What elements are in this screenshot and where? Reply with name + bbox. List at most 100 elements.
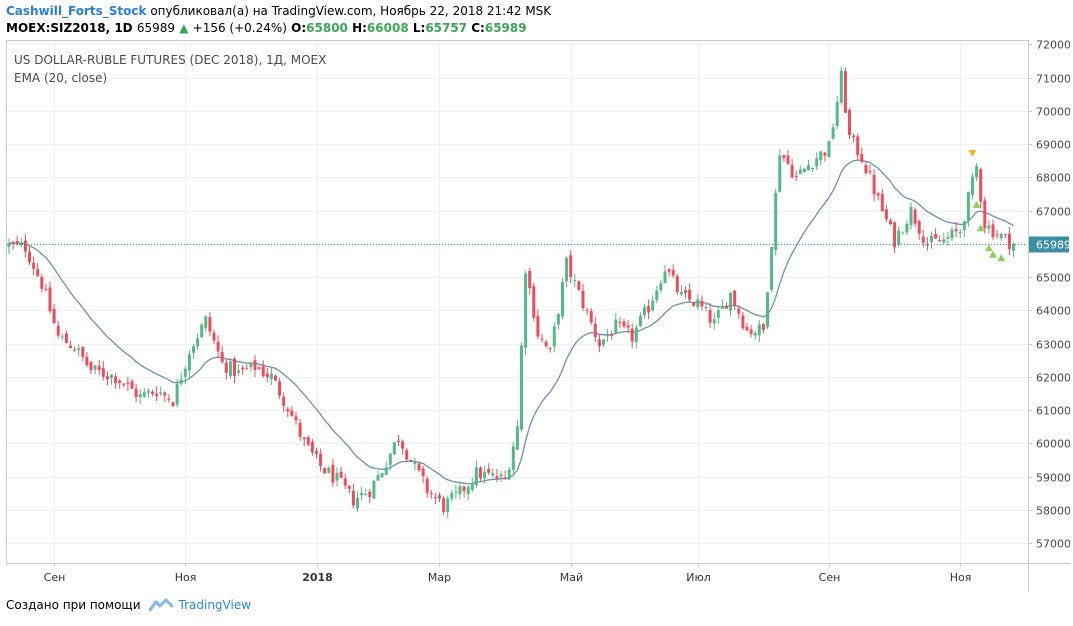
candle	[105, 371, 109, 386]
candle-body	[999, 233, 1003, 239]
candle	[470, 477, 474, 493]
candle-body	[23, 240, 27, 252]
candle-body	[48, 287, 52, 312]
candle	[146, 388, 150, 398]
candle-body	[659, 283, 663, 291]
candle-body	[249, 362, 253, 368]
candle-body	[1012, 244, 1015, 251]
candle	[815, 152, 819, 171]
candle-body	[183, 368, 187, 377]
candle-body	[384, 467, 388, 475]
candle	[647, 299, 651, 320]
candle	[1003, 233, 1007, 239]
candle	[380, 472, 384, 479]
created-with-label: Создано при помощи	[6, 598, 141, 612]
candle	[876, 191, 880, 201]
candle-body	[495, 476, 499, 479]
candle-body	[351, 491, 355, 506]
candle-body	[897, 230, 901, 245]
candle	[823, 151, 827, 162]
candle	[950, 226, 954, 241]
candle	[552, 321, 556, 353]
candle	[89, 360, 93, 375]
candle	[73, 346, 77, 352]
candle	[200, 322, 204, 339]
candle-body	[749, 329, 753, 334]
candle-body	[917, 221, 921, 234]
candle	[483, 466, 487, 484]
candle	[175, 378, 179, 408]
buy-signal-icon	[997, 254, 1006, 262]
candle	[700, 295, 704, 311]
candle-body	[81, 346, 85, 357]
tradingview-link[interactable]: TradingView	[178, 598, 252, 612]
candle-body	[573, 280, 577, 282]
candle-body	[737, 308, 741, 314]
candle	[126, 376, 130, 391]
candle	[515, 420, 519, 450]
candle-body	[405, 450, 409, 460]
candle-body	[343, 478, 347, 486]
candle	[544, 339, 548, 349]
candle-body	[823, 152, 827, 156]
candle-body	[85, 356, 89, 366]
candle	[331, 458, 335, 487]
y-tick-label: 58000	[1036, 505, 1070, 518]
author-link[interactable]: Cashwill_Forts_Stock	[6, 4, 147, 18]
candle-body	[155, 393, 159, 396]
candle-body	[962, 221, 966, 231]
candle-body	[585, 310, 589, 312]
candle-body	[159, 392, 163, 394]
candle	[741, 311, 745, 331]
price-chart[interactable]: 57000 58000 59000 60000 61000 62000 63000 64000…	[6, 40, 1070, 592]
candle-body	[954, 229, 958, 232]
candle-body	[233, 358, 236, 376]
candle	[868, 164, 872, 175]
candle-body	[93, 365, 97, 370]
candle-body	[323, 467, 327, 474]
candle	[528, 267, 532, 295]
candle-body	[950, 229, 954, 239]
candle	[934, 228, 938, 239]
candle	[507, 466, 511, 481]
candle-body	[700, 300, 704, 307]
candle-body	[302, 437, 306, 440]
candle	[856, 133, 860, 160]
candle-body	[356, 498, 359, 509]
candle	[159, 386, 163, 396]
candle	[69, 340, 72, 349]
candle-body	[942, 239, 946, 243]
candle-body	[770, 247, 774, 290]
ema-path	[9, 159, 1014, 485]
candle	[655, 286, 659, 304]
ema-line	[9, 159, 1014, 485]
candle-body	[565, 257, 569, 282]
candle	[19, 238, 23, 247]
candle-body	[274, 375, 277, 381]
candle-body	[618, 322, 622, 324]
candle-body	[60, 336, 64, 338]
candle	[81, 346, 85, 361]
candle	[905, 220, 909, 235]
candle-body	[360, 492, 364, 495]
candle	[356, 491, 359, 512]
candle	[782, 154, 786, 163]
candle-body	[524, 273, 528, 348]
candle-body	[458, 486, 462, 495]
y-tick-label: 70000	[1036, 106, 1070, 119]
candle	[32, 256, 36, 276]
candle	[278, 377, 282, 400]
candle-body	[630, 328, 634, 342]
candle-body	[774, 192, 778, 251]
candle	[548, 346, 552, 353]
publish-info: опубликовал(а) на TradingView.com, Ноябр…	[150, 4, 552, 18]
candle-body	[253, 360, 257, 371]
candle-body	[466, 486, 470, 495]
candle-body	[561, 281, 564, 317]
candle	[954, 222, 958, 238]
candle	[310, 438, 314, 456]
candle	[753, 330, 757, 340]
candle	[315, 447, 318, 459]
candle	[622, 318, 626, 329]
candle	[122, 383, 126, 388]
